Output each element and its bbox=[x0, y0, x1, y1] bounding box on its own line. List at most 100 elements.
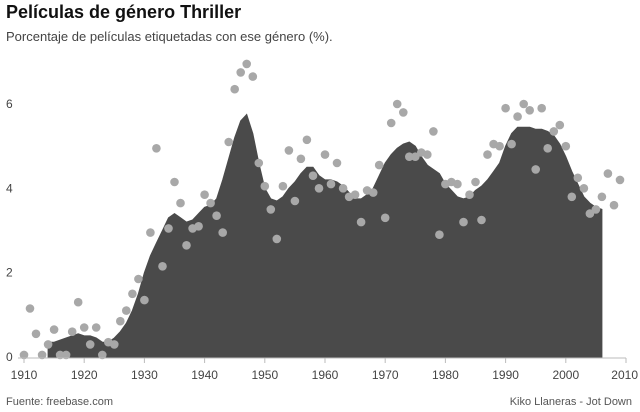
data-point bbox=[140, 295, 149, 305]
data-point bbox=[236, 68, 245, 77]
data-point bbox=[380, 213, 390, 223]
data-point bbox=[218, 228, 227, 237]
data-point bbox=[272, 234, 282, 244]
data-point bbox=[61, 350, 71, 360]
data-point bbox=[194, 222, 203, 231]
x-tick-label: 1910 bbox=[11, 368, 38, 382]
y-tick-label: 4 bbox=[6, 181, 13, 195]
x-tick-label: 1930 bbox=[131, 368, 158, 382]
data-point bbox=[176, 198, 185, 208]
data-point bbox=[170, 177, 179, 187]
data-point bbox=[73, 297, 83, 307]
data-point bbox=[423, 150, 432, 159]
data-point bbox=[98, 350, 107, 360]
x-tick-label: 1990 bbox=[492, 368, 519, 382]
data-point bbox=[320, 150, 330, 159]
chart-title: Películas de género Thriller bbox=[6, 2, 242, 22]
data-point bbox=[326, 179, 336, 189]
scatter-layer bbox=[19, 59, 625, 360]
x-tick-label: 1950 bbox=[251, 368, 278, 382]
data-point bbox=[453, 179, 462, 189]
data-point bbox=[152, 144, 161, 153]
data-point bbox=[55, 350, 65, 360]
data-point bbox=[591, 205, 601, 214]
data-point bbox=[356, 217, 366, 227]
data-point bbox=[477, 215, 486, 225]
data-point bbox=[49, 325, 59, 334]
data-point bbox=[392, 99, 402, 109]
data-point bbox=[296, 154, 306, 164]
x-tick-label: 1980 bbox=[432, 368, 459, 382]
data-point bbox=[212, 211, 221, 220]
data-point bbox=[483, 150, 492, 159]
data-point bbox=[368, 188, 378, 197]
data-point bbox=[110, 340, 119, 349]
data-point bbox=[332, 158, 342, 168]
data-point bbox=[459, 217, 468, 227]
data-point bbox=[471, 177, 480, 187]
x-tick-label: 1970 bbox=[372, 368, 399, 382]
data-point bbox=[405, 152, 414, 161]
y-tick-label: 0 bbox=[6, 350, 13, 364]
data-point bbox=[122, 306, 131, 315]
y-tick-label: 2 bbox=[6, 266, 13, 280]
data-point bbox=[567, 192, 577, 202]
data-point bbox=[603, 169, 613, 178]
data-point bbox=[43, 340, 53, 349]
data-point bbox=[19, 350, 29, 360]
data-point bbox=[386, 118, 396, 128]
x-tick-label: 1940 bbox=[191, 368, 218, 382]
data-point bbox=[519, 99, 528, 109]
data-point bbox=[248, 72, 258, 81]
credit-note: Kiko Llaneras - Jot Down bbox=[509, 396, 632, 408]
data-point bbox=[350, 190, 360, 199]
data-point bbox=[85, 340, 95, 349]
data-point bbox=[91, 323, 101, 332]
data-point bbox=[411, 152, 420, 161]
data-point bbox=[507, 139, 516, 149]
data-point bbox=[597, 192, 607, 202]
x-tick-label: 1960 bbox=[312, 368, 339, 382]
data-point bbox=[116, 316, 125, 326]
data-point bbox=[549, 127, 559, 136]
area-layer bbox=[47, 113, 603, 358]
data-point bbox=[615, 175, 625, 185]
data-point bbox=[531, 165, 540, 174]
data-point bbox=[230, 84, 239, 94]
chart-subtitle: Porcentaje de películas etiquetadas con … bbox=[6, 29, 333, 44]
data-point bbox=[31, 329, 41, 339]
data-point bbox=[314, 184, 324, 193]
data-point bbox=[25, 304, 35, 313]
data-point bbox=[200, 190, 209, 199]
data-point bbox=[67, 327, 77, 337]
data-point bbox=[561, 141, 571, 151]
y-tick-label: 6 bbox=[6, 97, 13, 111]
data-point bbox=[501, 103, 510, 113]
data-point bbox=[513, 112, 522, 121]
data-point bbox=[308, 171, 318, 180]
data-point bbox=[266, 205, 276, 214]
data-point bbox=[260, 181, 270, 191]
data-point bbox=[224, 137, 233, 147]
data-point bbox=[254, 158, 264, 168]
data-point bbox=[465, 190, 474, 199]
data-point bbox=[182, 241, 191, 250]
data-point bbox=[302, 135, 312, 145]
data-point bbox=[543, 144, 552, 153]
data-point bbox=[242, 59, 251, 69]
data-point bbox=[206, 198, 215, 208]
data-point bbox=[128, 289, 137, 299]
data-point bbox=[146, 228, 155, 237]
data-point bbox=[134, 274, 143, 284]
data-point bbox=[278, 181, 288, 191]
data-point bbox=[573, 173, 583, 183]
axis-layer: 0 2 4 6 1910 1920 1930 1940 1950 1960 1970 1980 1990… bbox=[6, 97, 638, 382]
data-point bbox=[399, 108, 408, 117]
data-point bbox=[284, 146, 294, 155]
data-point bbox=[525, 106, 534, 115]
x-tick-label: 2010 bbox=[611, 368, 638, 382]
x-tick-label: 2000 bbox=[552, 368, 579, 382]
data-point bbox=[158, 262, 167, 271]
data-point bbox=[609, 200, 619, 210]
